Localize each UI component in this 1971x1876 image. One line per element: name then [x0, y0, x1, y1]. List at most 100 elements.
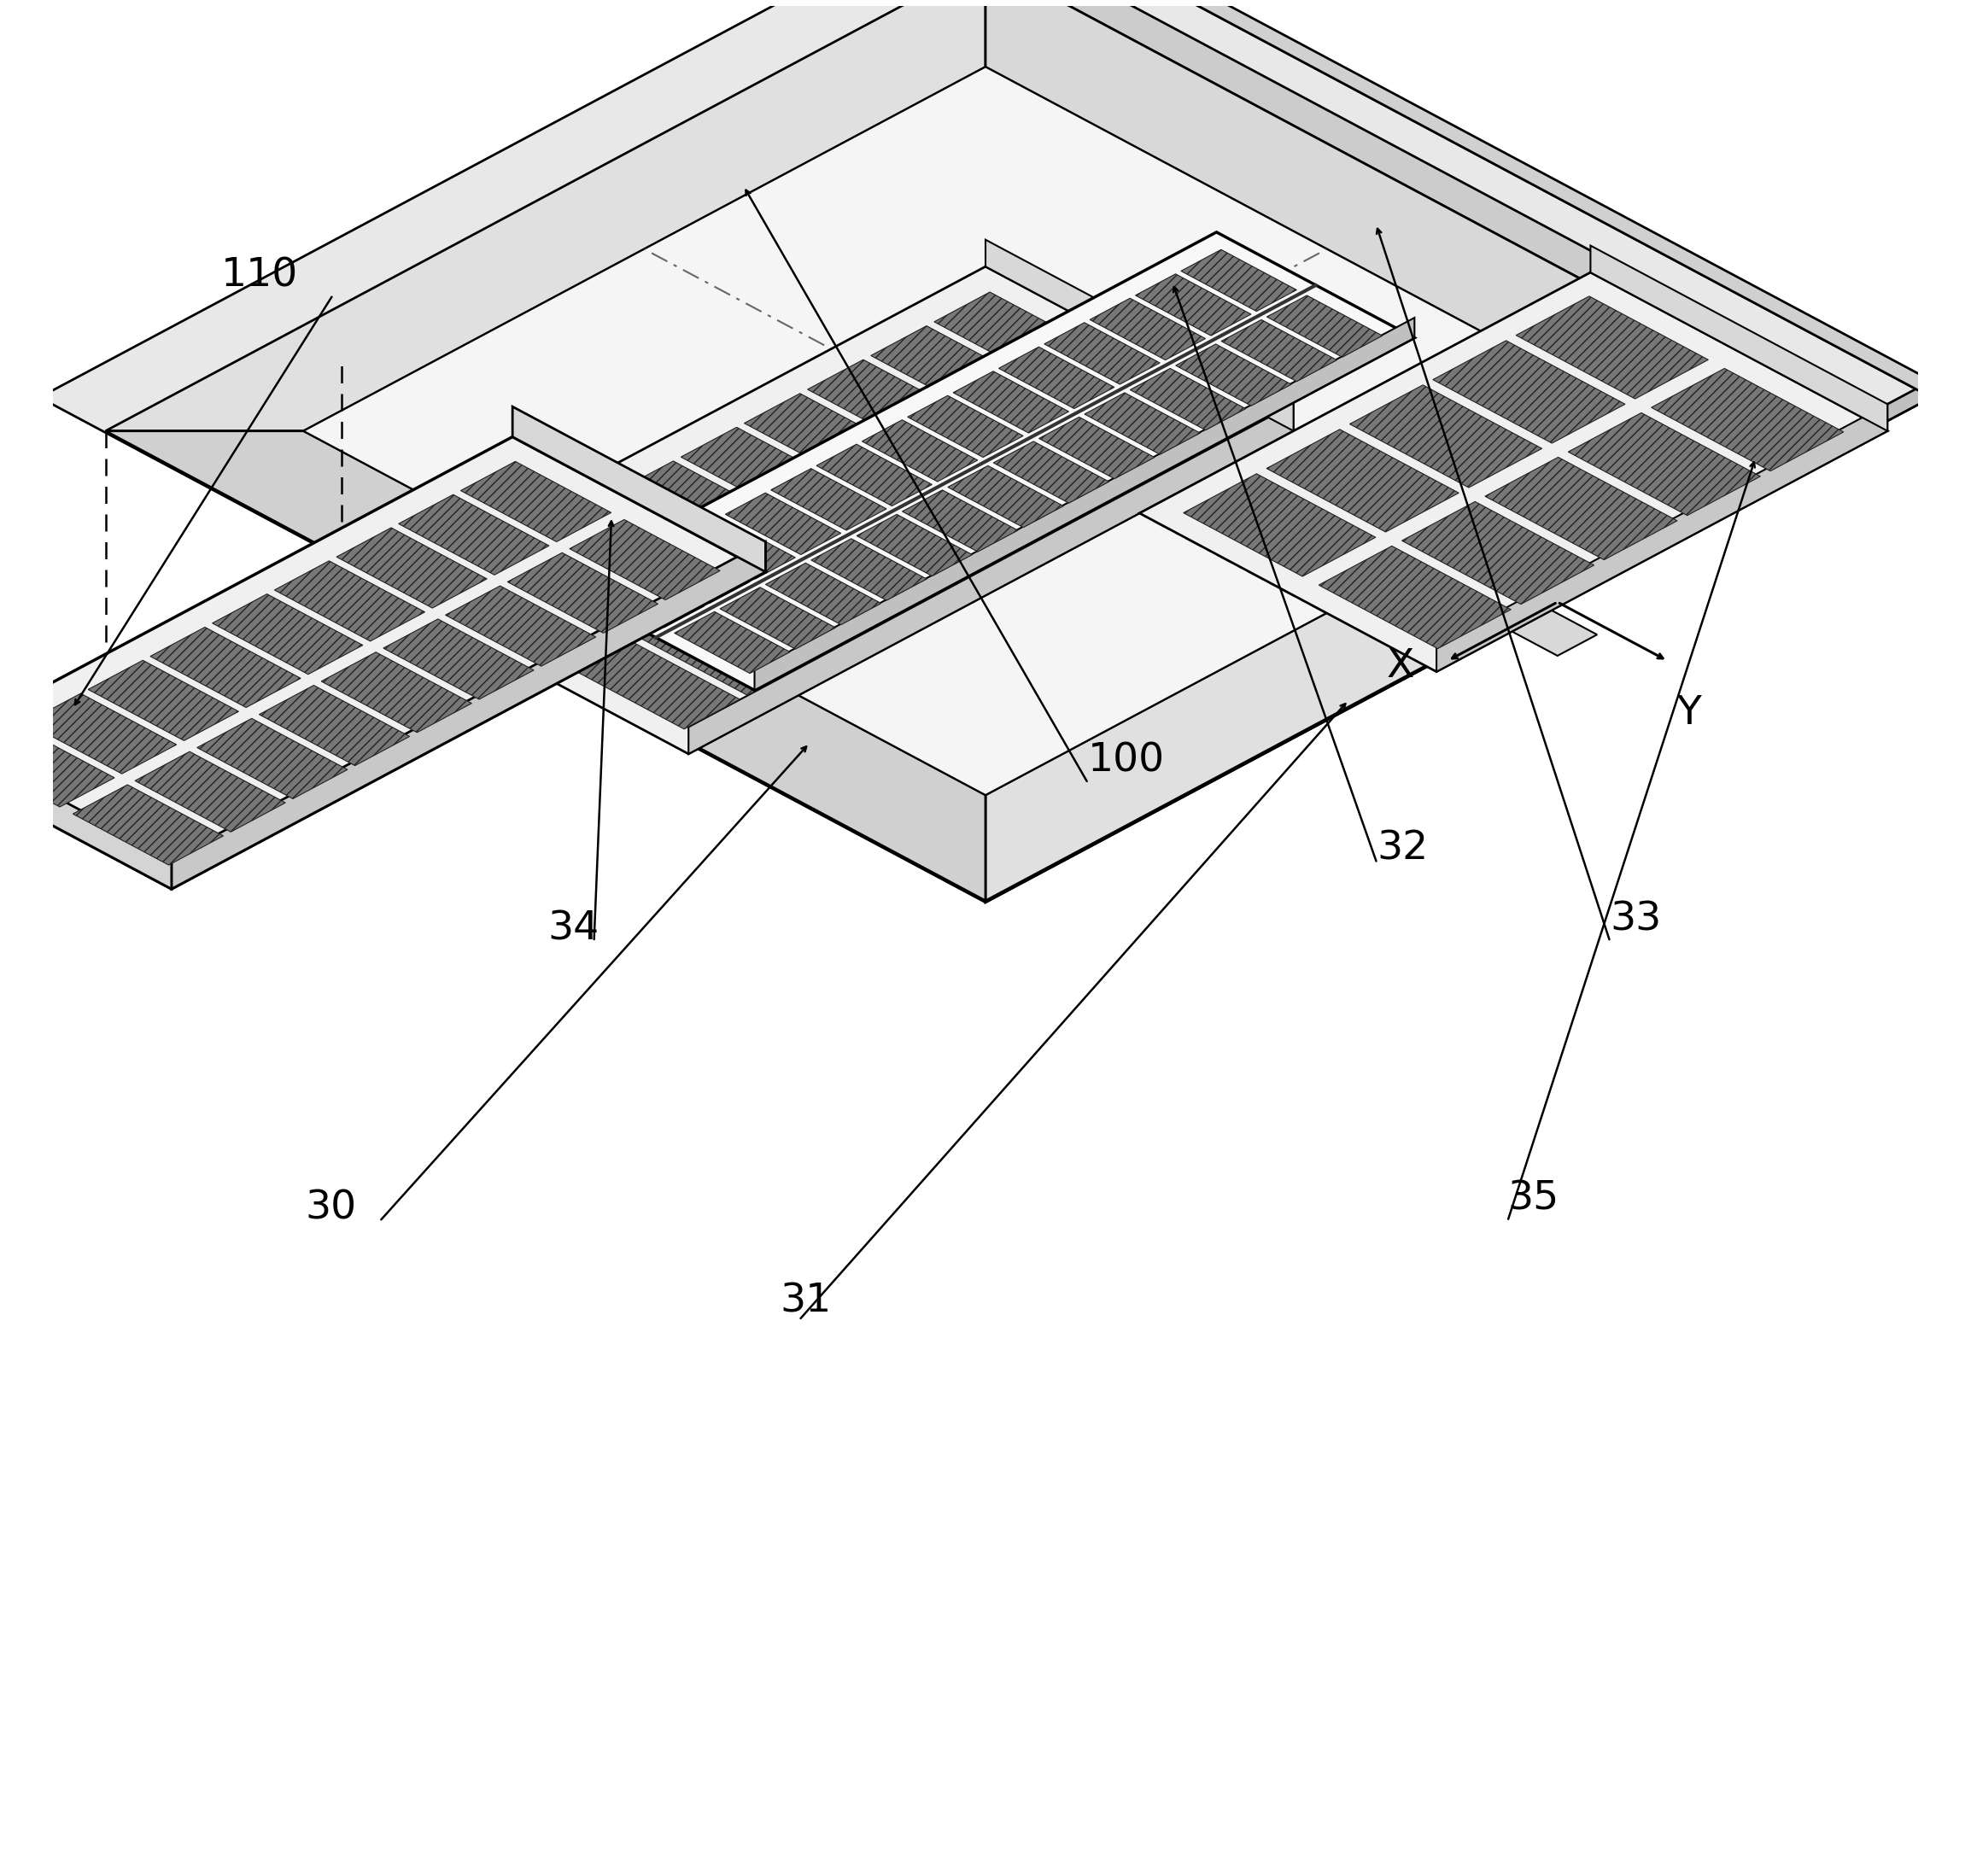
Polygon shape — [986, 431, 1865, 900]
Polygon shape — [1484, 458, 1677, 559]
Polygon shape — [907, 396, 1023, 458]
Polygon shape — [1591, 246, 1888, 431]
Polygon shape — [106, 0, 986, 431]
Polygon shape — [986, 0, 1865, 431]
Polygon shape — [570, 520, 719, 600]
Polygon shape — [39, 0, 1932, 902]
Text: 32: 32 — [1378, 829, 1429, 869]
Polygon shape — [871, 326, 1047, 420]
Polygon shape — [812, 538, 926, 600]
Polygon shape — [382, 619, 534, 700]
Polygon shape — [857, 514, 972, 576]
Polygon shape — [954, 371, 1068, 433]
Polygon shape — [1437, 403, 1888, 672]
Polygon shape — [765, 563, 881, 625]
Polygon shape — [134, 752, 286, 831]
Polygon shape — [725, 493, 842, 555]
Polygon shape — [589, 567, 704, 628]
Polygon shape — [380, 266, 1293, 754]
Polygon shape — [861, 420, 978, 482]
Polygon shape — [304, 68, 1667, 795]
Polygon shape — [755, 535, 930, 628]
Text: X: X — [1386, 647, 1413, 685]
Polygon shape — [635, 542, 749, 604]
Polygon shape — [1222, 319, 1336, 381]
Polygon shape — [1502, 606, 1597, 657]
Polygon shape — [258, 685, 410, 765]
Polygon shape — [554, 495, 729, 589]
Polygon shape — [993, 441, 1110, 503]
Polygon shape — [755, 317, 1415, 690]
Polygon shape — [944, 433, 1120, 527]
Polygon shape — [197, 719, 347, 799]
Polygon shape — [0, 726, 114, 807]
Polygon shape — [1433, 341, 1626, 443]
Polygon shape — [816, 445, 932, 507]
Polygon shape — [680, 518, 796, 580]
Polygon shape — [1084, 392, 1200, 454]
Polygon shape — [491, 529, 666, 623]
Polygon shape — [274, 561, 426, 642]
Polygon shape — [337, 527, 487, 608]
Polygon shape — [1139, 272, 1888, 672]
Polygon shape — [1516, 296, 1709, 400]
Polygon shape — [73, 784, 223, 865]
Polygon shape — [1401, 501, 1595, 604]
Polygon shape — [428, 563, 603, 657]
Polygon shape — [1569, 413, 1760, 516]
Polygon shape — [745, 394, 920, 488]
Polygon shape — [674, 612, 790, 673]
Polygon shape — [1045, 323, 1159, 385]
Polygon shape — [0, 724, 171, 889]
Polygon shape — [1135, 274, 1252, 336]
Polygon shape — [1183, 475, 1376, 576]
Polygon shape — [150, 627, 302, 707]
Text: Y: Y — [1677, 694, 1701, 734]
Polygon shape — [771, 469, 887, 531]
Polygon shape — [171, 542, 765, 889]
Polygon shape — [0, 437, 765, 889]
Polygon shape — [89, 660, 238, 741]
Text: 110: 110 — [221, 257, 298, 295]
Polygon shape — [688, 403, 1293, 754]
Text: 34: 34 — [548, 910, 599, 947]
Polygon shape — [818, 501, 993, 595]
Polygon shape — [26, 694, 177, 773]
Polygon shape — [1007, 400, 1183, 493]
Polygon shape — [986, 0, 1932, 398]
Polygon shape — [1267, 430, 1459, 533]
Text: 31: 31 — [781, 1283, 832, 1321]
Text: 35: 35 — [1508, 1180, 1559, 1218]
Polygon shape — [986, 381, 1932, 902]
Polygon shape — [512, 407, 765, 572]
Text: 33: 33 — [1610, 900, 1662, 938]
Polygon shape — [507, 553, 658, 632]
Polygon shape — [986, 240, 1293, 431]
Polygon shape — [934, 293, 1110, 386]
Polygon shape — [1129, 368, 1246, 430]
Polygon shape — [1652, 368, 1843, 471]
Polygon shape — [556, 233, 1415, 690]
Polygon shape — [617, 461, 794, 555]
Polygon shape — [1267, 295, 1382, 356]
Polygon shape — [999, 347, 1114, 409]
Polygon shape — [1090, 298, 1206, 360]
Polygon shape — [106, 431, 986, 900]
Polygon shape — [948, 465, 1064, 527]
Polygon shape — [213, 595, 363, 673]
Polygon shape — [627, 602, 802, 696]
Polygon shape — [445, 585, 595, 666]
Polygon shape — [369, 602, 463, 653]
Polygon shape — [881, 467, 1056, 561]
Polygon shape — [1181, 250, 1297, 311]
Polygon shape — [1039, 416, 1155, 478]
Polygon shape — [680, 428, 857, 522]
Polygon shape — [398, 495, 550, 574]
Polygon shape — [690, 568, 867, 662]
Polygon shape — [1319, 546, 1512, 649]
Polygon shape — [903, 490, 1017, 552]
Text: 30: 30 — [306, 1189, 357, 1227]
Polygon shape — [1350, 385, 1541, 488]
Polygon shape — [719, 587, 836, 649]
Polygon shape — [564, 636, 739, 730]
